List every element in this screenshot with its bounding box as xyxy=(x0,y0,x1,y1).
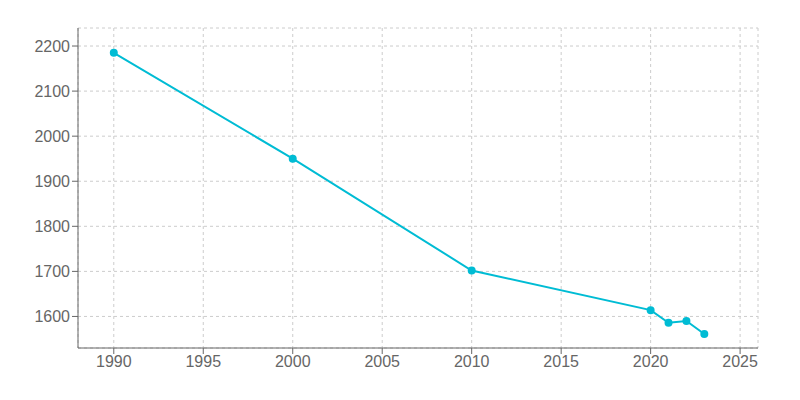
svg-text:2100: 2100 xyxy=(34,83,70,100)
svg-text:2000: 2000 xyxy=(275,353,311,370)
svg-text:2010: 2010 xyxy=(454,353,490,370)
svg-text:2015: 2015 xyxy=(543,353,579,370)
svg-text:1600: 1600 xyxy=(34,308,70,325)
svg-text:2020: 2020 xyxy=(633,353,669,370)
svg-text:1800: 1800 xyxy=(34,218,70,235)
svg-text:1995: 1995 xyxy=(185,353,221,370)
svg-text:1700: 1700 xyxy=(34,263,70,280)
svg-text:2025: 2025 xyxy=(722,353,758,370)
svg-text:1900: 1900 xyxy=(34,173,70,190)
svg-text:1990: 1990 xyxy=(96,353,132,370)
svg-text:2200: 2200 xyxy=(34,38,70,55)
svg-text:2000: 2000 xyxy=(34,128,70,145)
svg-text:2005: 2005 xyxy=(364,353,400,370)
